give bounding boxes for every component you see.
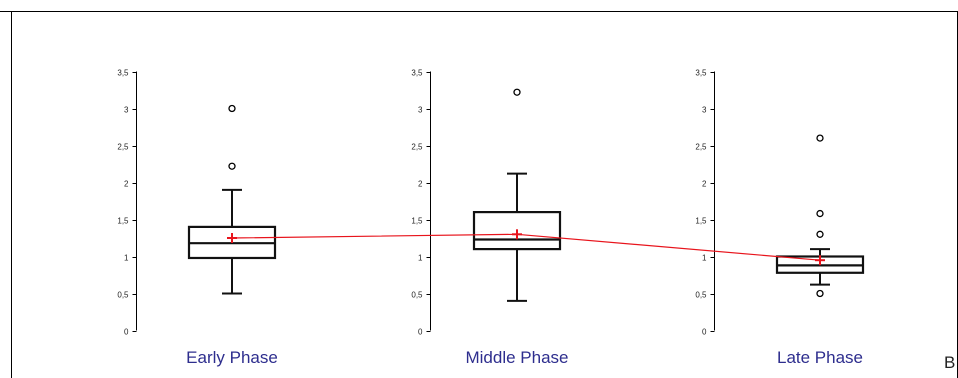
panel-2: 0 0,5 1 1,5 2 2,5 3 3,5 Middle Phase (411, 69, 568, 368)
iqr-box (472, 211, 562, 251)
y-tick-label: 2,5 (695, 143, 707, 152)
y-tick-label: 0 (124, 328, 129, 337)
outlier-point (816, 209, 824, 218)
category-label: Middle Phase (465, 348, 568, 367)
mean-marker (815, 255, 825, 266)
panel-3: 0 0,5 1 1,5 2 2,5 3 3,5 Late Phase (695, 69, 865, 367)
category-label: Late Phase (777, 348, 863, 367)
y-tick-label: 1,5 (411, 217, 423, 226)
y-tick-label: 2,5 (117, 143, 129, 152)
y-tick-label: 1 (418, 254, 423, 263)
y-tick-label: 1,5 (117, 217, 129, 226)
y-tick-label: 0,5 (411, 291, 423, 300)
y-tick-label: 2 (418, 180, 423, 189)
y-tick-label: 0 (702, 328, 707, 337)
outlier-point (816, 230, 824, 238)
y-tick-label: 0,5 (117, 291, 129, 300)
outlier-point (816, 289, 824, 298)
y-tick-label: 3,5 (411, 69, 423, 78)
y-tick-label: 2 (702, 180, 707, 189)
outlier-point (228, 162, 236, 170)
y-tick-label: 3,5 (117, 69, 129, 78)
plot-area: 0 0,5 1 1,5 2 2,5 3 3,5 Early Phase 0 0,5 1 1,5 2 2,5 3… (117, 69, 865, 368)
y-tick-label: 3 (702, 106, 707, 115)
mean-marker (227, 233, 237, 243)
panel-1: 0 0,5 1 1,5 2 2,5 3 3,5 Early Phase (117, 69, 277, 368)
y-tick-label: 0,5 (695, 291, 707, 300)
y-tick-label: 1 (124, 254, 129, 263)
outlier-point (228, 104, 236, 113)
panel-letter: B (944, 353, 955, 372)
y-tick-label: 3 (418, 106, 423, 115)
mean-connecting-line (231, 233, 821, 261)
outlier-point (513, 88, 521, 96)
y-tick-label: 2 (124, 180, 129, 189)
y-tick-label: 3 (124, 106, 129, 115)
y-tick-label: 2,5 (411, 143, 423, 152)
mean-marker (512, 229, 522, 240)
category-label: Early Phase (186, 348, 278, 367)
y-tick-label: 1 (702, 254, 707, 263)
y-tick-label: 1,5 (695, 217, 707, 226)
y-tick-label: 0 (418, 328, 423, 337)
y-tick-label: 3,5 (695, 69, 707, 78)
outlier-point (816, 134, 824, 142)
